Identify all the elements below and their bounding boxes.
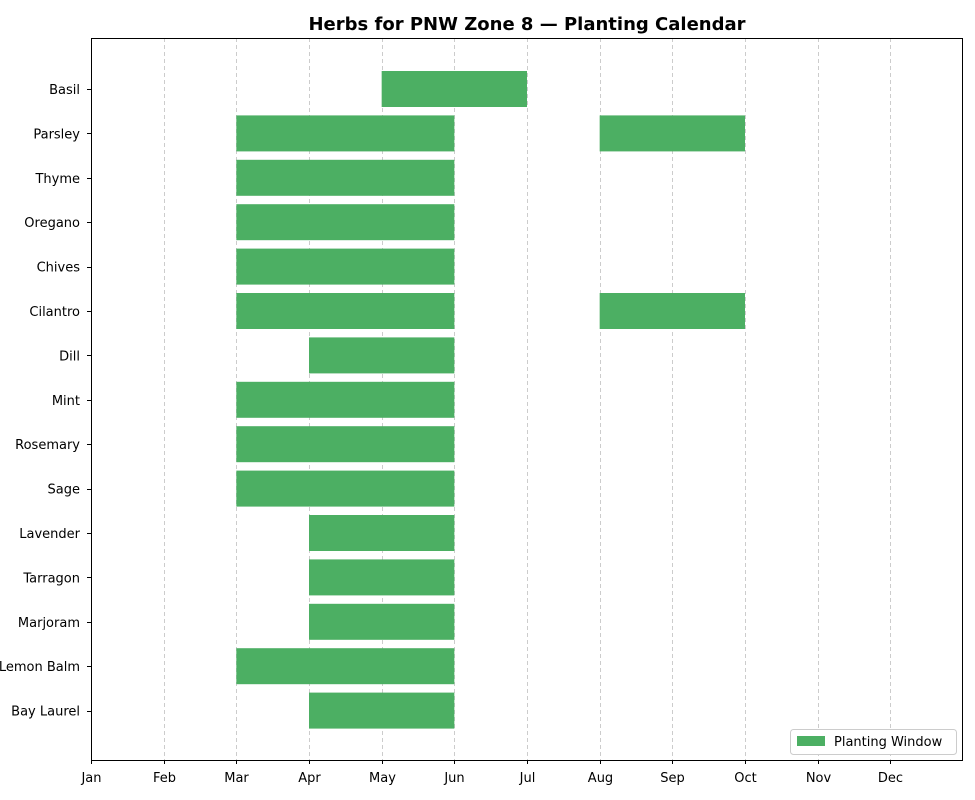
y-tick-label-sage: Sage bbox=[48, 483, 80, 498]
legend-frame bbox=[790, 729, 957, 755]
x-tick-label-dec: Dec bbox=[878, 771, 903, 786]
y-tick-label-dill: Dill bbox=[59, 349, 80, 364]
bar-chives-1 bbox=[236, 248, 455, 285]
y-tick-label-basil: Basil bbox=[49, 83, 80, 98]
legend-label-planting-window: Planting Window bbox=[834, 735, 943, 750]
x-tick-label-aug: Aug bbox=[588, 771, 613, 786]
y-tick-label-bay-laurel: Bay Laurel bbox=[11, 705, 80, 720]
x-tick-label-nov: Nov bbox=[806, 771, 832, 786]
legend: Planting Window bbox=[790, 729, 957, 755]
bar-thyme-1 bbox=[236, 159, 455, 196]
y-tick-label-thyme: Thyme bbox=[34, 172, 80, 187]
x-axis-ticks: Jan Feb Mar Apr May Jun Jul Aug Sep Oct Nov Dec bbox=[80, 760, 903, 786]
y-tick-label-mint: Mint bbox=[52, 394, 80, 409]
bar-parsley-1 bbox=[236, 115, 455, 152]
bar-rosemary-1 bbox=[236, 426, 455, 463]
bar-marjoram-1 bbox=[309, 603, 455, 640]
bar-lemon-balm-1 bbox=[236, 648, 455, 685]
y-tick-label-marjoram: Marjoram bbox=[18, 616, 80, 631]
bar-basil-1 bbox=[381, 71, 527, 107]
bar-sage-1 bbox=[236, 470, 455, 507]
x-tick-label-oct: Oct bbox=[734, 771, 756, 786]
x-tick-label-jul: Jul bbox=[519, 771, 536, 786]
x-tick-label-jan: Jan bbox=[80, 771, 101, 786]
y-tick-label-oregano: Oregano bbox=[24, 216, 80, 231]
x-tick-label-mar: Mar bbox=[224, 771, 249, 786]
y-tick-label-cilantro: Cilantro bbox=[29, 305, 80, 320]
bar-tarragon-1 bbox=[309, 559, 455, 596]
bar-mint-1 bbox=[236, 381, 455, 418]
y-tick-label-parsley: Parsley bbox=[33, 127, 80, 142]
bar-bay-laurel-1 bbox=[309, 692, 455, 729]
bar-dill-1 bbox=[309, 337, 455, 374]
bar-cilantro-2 bbox=[599, 293, 745, 329]
bar-lavender-1 bbox=[309, 515, 455, 551]
y-tick-label-rosemary: Rosemary bbox=[15, 438, 80, 453]
plot-area bbox=[91, 38, 963, 761]
x-tick-label-apr: Apr bbox=[298, 771, 321, 786]
legend-swatch-planting-window bbox=[797, 736, 825, 746]
y-tick-label-tarragon: Tarragon bbox=[22, 571, 80, 586]
bar-parsley-2 bbox=[599, 115, 745, 152]
chart-title: Herbs for PNW Zone 8 — Planting Calendar bbox=[308, 14, 745, 35]
x-tick-label-jun: Jun bbox=[443, 771, 464, 786]
x-tick-label-may: May bbox=[369, 771, 396, 786]
bar-oregano-1 bbox=[236, 204, 455, 241]
y-tick-label-lemon-balm: Lemon Balm bbox=[0, 660, 80, 675]
x-tick-label-sep: Sep bbox=[660, 771, 685, 786]
planting-bars bbox=[236, 71, 745, 729]
y-tick-label-chives: Chives bbox=[37, 261, 81, 276]
y-axis-ticks: Basil Parsley Thyme Oregano Chives Cilantro Di… bbox=[0, 83, 91, 720]
bar-cilantro-1 bbox=[236, 293, 455, 329]
y-tick-label-lavender: Lavender bbox=[19, 527, 80, 542]
x-tick-label-feb: Feb bbox=[153, 771, 176, 786]
